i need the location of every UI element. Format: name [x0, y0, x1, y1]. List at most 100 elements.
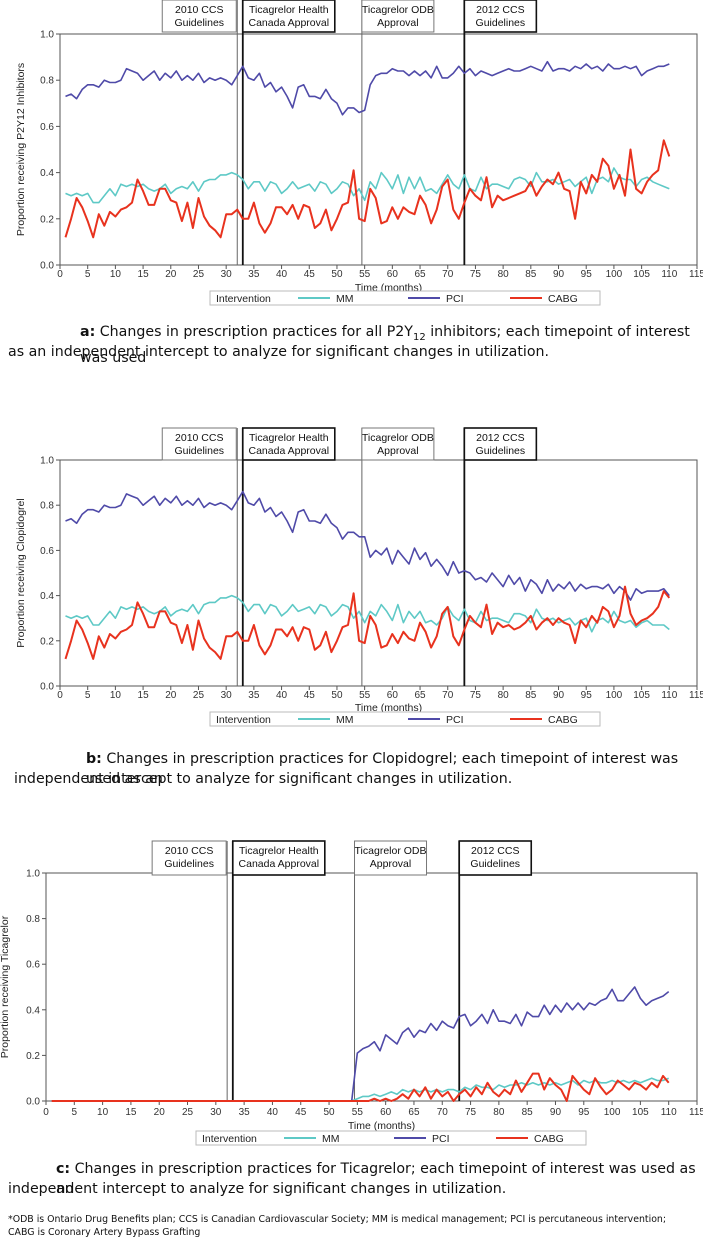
chart-b-xtick-label: 75 [470, 690, 482, 701]
chart-c-event-box [458, 840, 533, 876]
chart-c-xtick-label: 100 [604, 1107, 621, 1118]
chart-b-xtick-label: 45 [304, 690, 316, 701]
caption-c: c: Changes in prescription practices for… [56, 1159, 701, 1199]
chart-b-xtick-label: 100 [606, 690, 623, 701]
chart-b-event-label: Ticagrelor Health [249, 432, 329, 444]
chart-b-legend-label-mm: MM [336, 714, 354, 726]
chart-c-event-label: Approval [370, 858, 411, 870]
chart-b-xtick-label: 85 [525, 690, 537, 701]
chart-a-xtick-label: 55 [359, 269, 371, 280]
caption-a-line2-text: as an independent intercept to analyze f… [8, 344, 550, 360]
chart-b-event-box [463, 427, 538, 461]
chart-b-series-pci [65, 490, 670, 601]
chart-b-xtick-label: 35 [248, 690, 260, 701]
chart-b-xtick-label: 65 [414, 690, 426, 701]
chart-a-event-label: 2010 CCS [175, 4, 223, 16]
chart-a-xtick-label: 100 [606, 269, 623, 280]
chart-a-ytick-label: 0.8 [40, 76, 54, 87]
chart-a-svg: 0.0 0.2 0.4 0.6 0.8 1.0 0 5 10 15 20 25 30 35 40 45 50 55… [15, 0, 703, 306]
chart-b-ytick-label: 0.0 [40, 682, 54, 693]
chart-c-plot-frame [45, 872, 698, 1102]
chart-c-event-label: Ticagrelor ODB [355, 845, 427, 857]
chart-c-legend-label-mm: MM [322, 1133, 340, 1145]
chart-panel-a: 0.0 0.2 0.4 0.6 0.8 1.0 0 5 10 15 20 25 30 35 40 45 50 55… [0, 0, 703, 306]
chart-b-ytick-label: 1.0 [40, 456, 54, 467]
chart-a-ytick-label: 0.0 [40, 261, 54, 272]
chart-c-xtick-label: 20 [154, 1107, 166, 1118]
chart-a-event-box [361, 0, 435, 33]
caption-a: a: Changes in prescription practices for… [80, 322, 700, 368]
chart-b-legend-label-cabg: CABG [548, 714, 578, 726]
chart-b-xtick-label: 10 [110, 690, 122, 701]
chart-b-xtick-label: 40 [276, 690, 288, 701]
chart-b-xtick-label: 20 [165, 690, 177, 701]
caption-a-text-post: inhibitors; each timepoint of interest w… [80, 324, 690, 366]
chart-b-event-box [361, 427, 435, 461]
caption-b-line2-text: independent intercept to analyze for sig… [14, 771, 513, 787]
chart-a-ytick-label: 0.2 [40, 214, 54, 225]
chart-a-legend-title: Intervention [216, 293, 271, 305]
chart-b-ytick-label: 0.6 [40, 546, 54, 557]
chart-b-svg: 0.0 0.2 0.4 0.6 0.8 1.0 0 5 10 15 20 25 30 35 40 45 50 55… [15, 427, 703, 727]
chart-c-xtick-label: 95 [578, 1107, 590, 1118]
chart-b-xtick-label: 105 [633, 690, 650, 701]
chart-c-event-label: Canada Approval [239, 858, 320, 870]
chart-c-event-label: Ticagrelor Health [239, 845, 319, 857]
chart-c-xtick-label: 65 [408, 1107, 420, 1118]
chart-b-series-mm [65, 594, 670, 633]
chart-c-ytick-label: 0.0 [26, 1097, 40, 1108]
chart-b-ytick-label: 0.4 [40, 591, 54, 602]
chart-c-xtick-label: 10 [97, 1107, 109, 1118]
chart-c-svg: 0.0 0.2 0.4 0.6 0.8 1.0 0 5 10 15 20 25 30 35 40 45 50 55… [0, 840, 703, 1146]
chart-b-event-box [161, 427, 237, 461]
chart-b-event-label: Guidelines [174, 445, 224, 457]
chart-b-xtick-label: 0 [57, 690, 63, 701]
chart-c-ytick-label: 0.8 [26, 914, 40, 925]
chart-c-ytick-label: 1.0 [26, 869, 40, 880]
chart-a-xtick-label: 20 [165, 269, 177, 280]
footnote: *ODB is Ontario Drug Benefits plan; CCS … [8, 1213, 698, 1239]
caption-c-line2-text: independent intercept to analyze for sig… [8, 1181, 507, 1197]
chart-b-xtick-label: 5 [85, 690, 91, 701]
chart-a-series-pci [65, 60, 670, 116]
chart-c-xtick-label: 90 [550, 1107, 562, 1118]
chart-b-xtick-label: 55 [359, 690, 371, 701]
chart-c-xtick-label: 15 [125, 1107, 137, 1118]
chart-c-xtick-label: 70 [437, 1107, 449, 1118]
chart-b-xlabel: Time (months) [355, 702, 422, 714]
chart-b-legend-box [209, 711, 601, 727]
chart-a-xtick-label: 70 [442, 269, 454, 280]
chart-a-event-label: Guidelines [476, 17, 526, 29]
chart-c-xtick-label: 115 [689, 1107, 703, 1118]
chart-a-xtick-label: 75 [470, 269, 482, 280]
chart-c-event-label: 2010 CCS [165, 845, 213, 857]
chart-c-xtick-label: 30 [210, 1107, 222, 1118]
chart-a-event-label: Canada Approval [249, 17, 330, 29]
chart-b-xtick-label: 90 [553, 690, 565, 701]
chart-b-plot-frame [59, 459, 698, 687]
chart-a-series-mm [65, 167, 670, 204]
chart-a-xtick-label: 5 [85, 269, 91, 280]
chart-a-xtick-label: 95 [581, 269, 593, 280]
chart-c-ytick-label: 0.6 [26, 960, 40, 971]
chart-a-xtick-label: 25 [193, 269, 205, 280]
chart-b-event-label: Ticagrelor ODB [362, 432, 434, 444]
chart-a-xtick-label: 50 [331, 269, 343, 280]
chart-c-xtick-label: 35 [239, 1107, 251, 1118]
chart-a-event-label: Ticagrelor Health [249, 4, 329, 16]
chart-a-legend-box [209, 290, 601, 306]
chart-a-plot-frame [59, 33, 698, 266]
chart-a-legend-label-cabg: CABG [548, 293, 578, 305]
chart-a-xtick-label: 0 [57, 269, 63, 280]
chart-b-ylabel: Proportion receiving Clopidogrel [15, 498, 27, 647]
chart-b-xtick-label: 30 [221, 690, 233, 701]
caption-c-label: c: [56, 1161, 71, 1177]
chart-a-event-box [463, 0, 538, 33]
caption-b-line2: independent intercept to analyze for sig… [14, 769, 699, 789]
chart-a-ytick-label: 1.0 [40, 30, 54, 41]
caption-a-label: a: [80, 324, 96, 340]
chart-c-xlabel: Time (months) [348, 1120, 415, 1132]
chart-c-event-label: Guidelines [164, 858, 214, 870]
chart-b-event-label: 2010 CCS [175, 432, 223, 444]
chart-a-event-label: 2012 CCS [476, 4, 524, 16]
